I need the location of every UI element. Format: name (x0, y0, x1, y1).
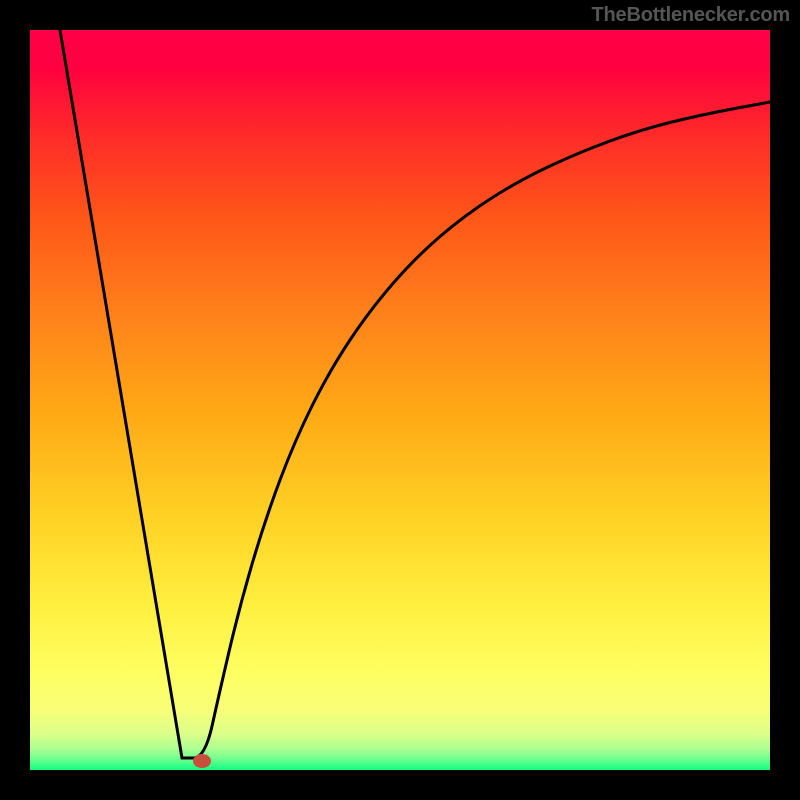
bottleneck-chart (30, 30, 770, 770)
attribution-text: TheBottlenecker.com (592, 4, 791, 27)
gradient-background (30, 30, 770, 770)
optimal-point-marker (193, 754, 211, 768)
chart-container: TheBottlenecker.com (0, 0, 800, 800)
